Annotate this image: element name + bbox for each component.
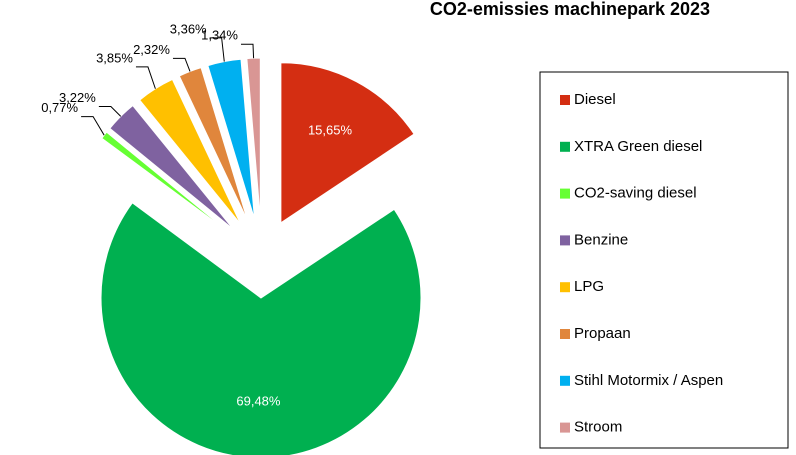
legend-label: Propaan (574, 325, 631, 342)
leader-line (240, 43, 255, 59)
legend-label: Diesel (574, 91, 616, 108)
data-label: 2,32% (133, 42, 170, 57)
legend-swatch (560, 282, 570, 293)
legend-label: Stroom (574, 419, 622, 436)
legend-label: XTRA Green diesel (574, 138, 702, 155)
legend-label: Stihl Motormix / Aspen (574, 372, 723, 389)
legend-swatch (560, 141, 570, 152)
legend-swatch (560, 188, 570, 199)
data-label: 69,48% (236, 393, 281, 408)
legend-label: LPG (574, 278, 604, 295)
legend-label: Benzine (574, 231, 628, 248)
chart-title: CO2-emissies machinepark 2023 (430, 0, 710, 19)
leader-line (135, 66, 156, 89)
data-label: 1,34% (201, 28, 238, 43)
data-label: 3,22% (59, 90, 96, 105)
leader-line (209, 37, 225, 62)
data-label: 3,36% (170, 21, 207, 36)
data-label: 0,77% (41, 100, 78, 115)
legend-swatch (560, 95, 570, 105)
legend-swatch (560, 422, 570, 433)
leader-line (81, 116, 105, 136)
legend-swatch (560, 329, 570, 339)
legend-swatch (560, 375, 570, 386)
leader-line (172, 57, 191, 72)
leader-line (98, 106, 122, 117)
legend-swatch (560, 235, 570, 246)
data-label: 15,65% (308, 122, 353, 137)
pie-slice (100, 202, 422, 455)
pie-slice (280, 62, 415, 224)
legend-box (539, 71, 789, 449)
legend-label: CO2-saving diesel (574, 185, 697, 202)
data-label: 3,85% (96, 50, 133, 65)
